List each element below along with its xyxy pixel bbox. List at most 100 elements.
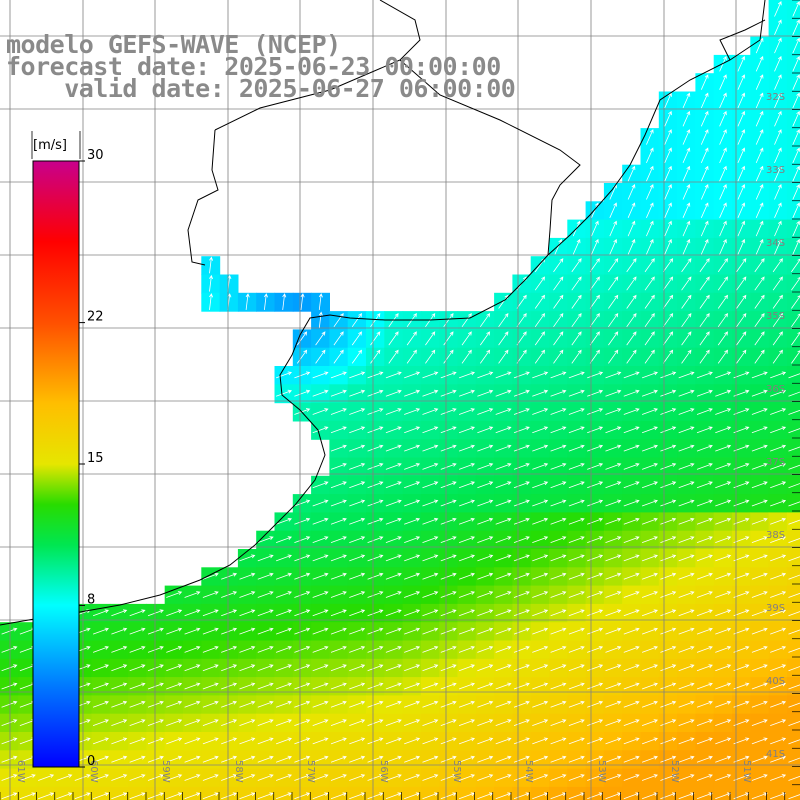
wind-arrow — [422, 408, 439, 415]
wind-arrow — [605, 371, 622, 379]
wind-arrow — [404, 609, 421, 617]
field-cell — [201, 786, 221, 800]
wind-arrow — [458, 572, 475, 580]
wind-arrow — [719, 165, 727, 182]
wind-arrow — [571, 294, 582, 309]
wind-arrow — [755, 37, 764, 54]
field-cell — [530, 292, 550, 312]
wind-arrow — [1, 664, 18, 672]
wind-arrow — [495, 755, 512, 763]
wind-arrow — [623, 774, 640, 781]
wind-arrow — [312, 664, 329, 672]
wind-arrow — [715, 609, 732, 617]
wind-arrow — [351, 331, 362, 346]
wind-arrow — [715, 408, 732, 415]
wind-arrow — [662, 276, 674, 291]
wind-arrow — [532, 664, 549, 672]
wind-arrow — [440, 499, 457, 507]
wind-arrow — [623, 609, 640, 617]
wind-arrow — [664, 238, 672, 255]
wind-arrow — [774, 92, 782, 109]
wind-arrow — [587, 755, 604, 763]
field-cell — [786, 585, 800, 605]
wind-arrow — [605, 554, 622, 562]
field-cell — [274, 786, 294, 800]
wind-arrow — [349, 536, 366, 543]
wind-arrow — [440, 609, 457, 617]
wind-arrow — [422, 700, 439, 708]
field-cell — [768, 329, 788, 349]
wind-arrow — [367, 389, 384, 397]
wind-arrow — [751, 774, 768, 781]
wind-arrow — [184, 737, 201, 745]
wind-arrow — [660, 774, 677, 781]
field-cell — [512, 274, 532, 294]
field-cell — [475, 786, 495, 800]
wind-arrow — [458, 591, 475, 598]
wind-arrow — [440, 426, 457, 434]
wind-arrow — [257, 755, 274, 763]
field-cell — [439, 311, 459, 330]
wind-arrow — [479, 349, 491, 364]
field-cell — [585, 786, 605, 800]
field-cell — [457, 786, 477, 800]
wind-arrow — [312, 554, 329, 562]
wind-arrow — [333, 349, 344, 364]
wind-arrow — [534, 294, 545, 309]
wind-arrow — [774, 220, 782, 237]
field-cell — [768, 292, 788, 312]
wind-arrow — [736, 331, 747, 346]
wind-arrow — [318, 293, 323, 310]
wind-arrow — [715, 774, 732, 781]
wind-arrow — [696, 646, 713, 653]
field-cell — [384, 347, 404, 367]
wind-arrow — [294, 755, 311, 763]
wind-arrow — [682, 147, 691, 164]
wind-arrow — [458, 755, 475, 763]
wind-arrow — [553, 294, 564, 309]
wind-arrow — [330, 591, 347, 598]
wind-arrow — [209, 256, 214, 274]
field-cell — [786, 384, 800, 404]
wind-arrow — [477, 426, 494, 434]
field-cell — [713, 311, 733, 330]
field-cell — [786, 567, 800, 587]
wind-arrow — [751, 572, 768, 580]
wind-arrow — [239, 700, 256, 708]
wind-arrow — [550, 682, 567, 690]
wind-arrow — [330, 719, 347, 726]
wind-arrow — [660, 591, 677, 598]
wind-arrow — [477, 700, 494, 708]
wind-arrow — [678, 755, 695, 763]
wind-arrow — [641, 700, 658, 708]
wind-arrow — [349, 682, 366, 690]
wind-arrow — [312, 682, 329, 690]
wind-arrow — [755, 55, 764, 72]
wind-arrow — [275, 774, 292, 781]
wind-arrow — [330, 426, 347, 434]
wind-arrow — [532, 755, 549, 763]
field-cell — [640, 786, 660, 800]
wind-arrow — [312, 591, 329, 598]
wind-arrow — [605, 774, 622, 781]
wind-arrow — [715, 755, 732, 763]
wind-arrow — [791, 331, 800, 346]
wind-arrow — [294, 719, 311, 726]
wind-arrow — [608, 349, 619, 364]
wind-arrow — [774, 1, 782, 17]
wind-arrow — [239, 554, 256, 562]
wind-arrow — [477, 627, 494, 635]
wind-arrow — [312, 719, 329, 726]
wind-arrow — [422, 737, 439, 745]
wind-arrow — [184, 664, 201, 672]
wind-arrow — [772, 276, 783, 291]
wind-arrow — [111, 774, 128, 781]
wind-arrow — [495, 591, 512, 598]
wind-arrow — [275, 627, 292, 635]
wind-arrow — [111, 792, 128, 800]
wind-arrow — [440, 572, 457, 580]
wind-arrow — [751, 700, 768, 708]
field-cell — [603, 292, 623, 312]
wind-arrow — [587, 481, 604, 489]
wind-arrow — [605, 609, 622, 617]
